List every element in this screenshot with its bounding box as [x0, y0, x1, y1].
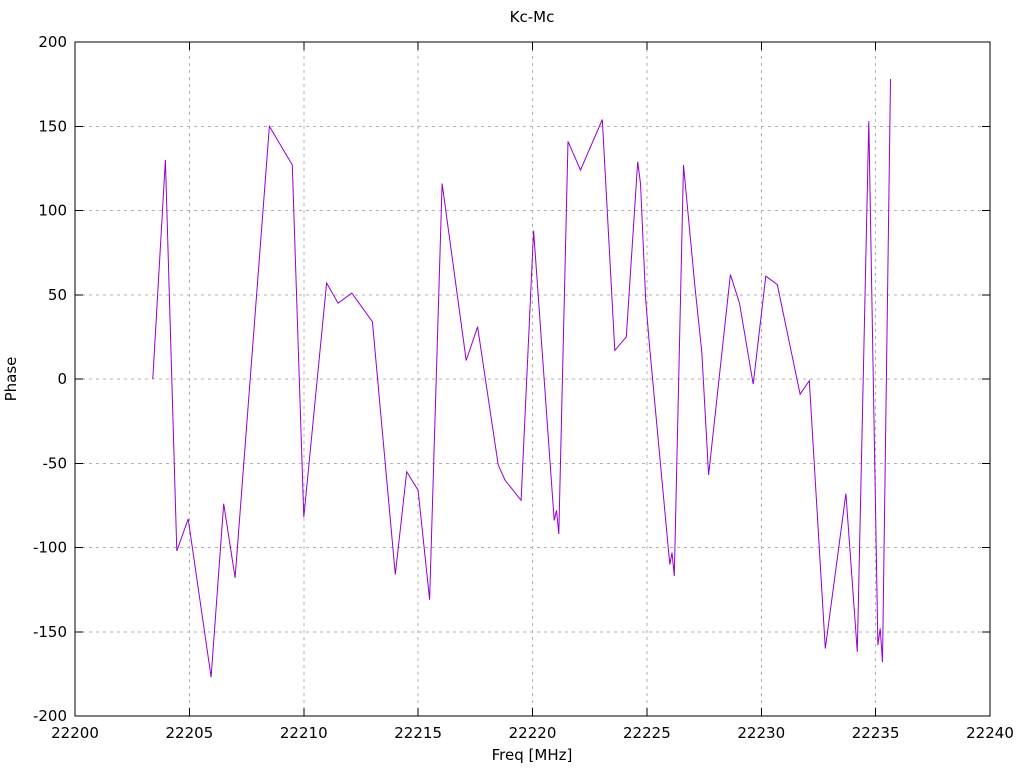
y-tick-label: -50	[43, 454, 68, 472]
y-tick-label: 50	[48, 286, 67, 304]
y-axis-label: Phase	[2, 357, 20, 402]
x-tick-label: 22205	[166, 724, 214, 742]
x-axis-label: Freq [MHz]	[492, 746, 573, 764]
y-tick-label: -200	[33, 707, 67, 725]
grid-lines	[75, 42, 990, 716]
y-tick-label: 100	[38, 202, 67, 220]
x-tick-label: 22215	[394, 724, 442, 742]
phase-trace	[152, 79, 891, 678]
x-tick-label: 22200	[51, 724, 99, 742]
x-tick-label: 22235	[852, 724, 900, 742]
y-tick-label: -100	[33, 539, 67, 557]
y-tick-label: 0	[57, 370, 67, 388]
x-tick-label: 22230	[737, 724, 785, 742]
y-tick-label: 200	[38, 33, 67, 51]
x-tick-label: 22220	[509, 724, 557, 742]
y-tick-label: -150	[33, 623, 67, 641]
x-tick-label: 22210	[280, 724, 328, 742]
x-tick-label: 22240	[966, 724, 1014, 742]
plot-border	[74, 41, 991, 717]
x-tick-label: 22225	[623, 724, 671, 742]
tick-labels: 22200 22205 22210 22215 22220 22225 22230 22235…	[33, 33, 1014, 742]
y-tick-label: 150	[38, 117, 67, 135]
plot-title: Kc-Mc	[510, 8, 555, 26]
